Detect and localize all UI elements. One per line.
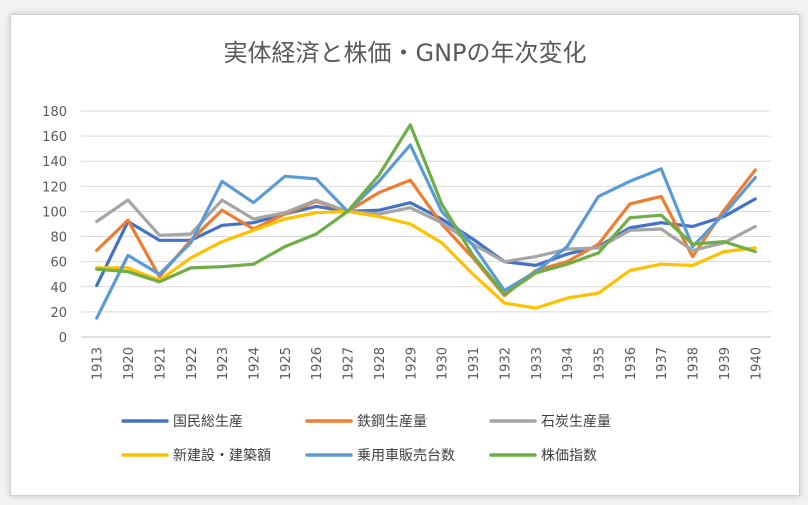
x-tick-label: 1933: [530, 347, 545, 380]
x-tick-label: 1927: [342, 347, 357, 380]
chart-frame: 実体経済と株価・GNPの年次変化 0 20 40 60 80 100 120 140 160 18…: [10, 14, 800, 496]
legend-label: 株価指数: [541, 448, 597, 464]
y-tick-label: 140: [42, 155, 67, 170]
line-chart: 実体経済と株価・GNPの年次変化 0 20 40 60 80 100 120 140 160 18…: [42, 39, 771, 464]
x-tick-label: 1937: [655, 347, 670, 380]
x-tick-label: 1928: [373, 347, 388, 380]
y-tick-label: 40: [50, 281, 67, 296]
chart-title: 実体経済と株価・GNPの年次変化: [223, 39, 586, 67]
y-tick-label: 160: [42, 130, 67, 145]
series-line-0: [95, 197, 757, 288]
x-tick-label: 1934: [561, 347, 576, 380]
legend-label: 新建設・建築額: [173, 448, 271, 464]
y-tick-label: 180: [42, 105, 67, 120]
x-tick-label: 1923: [216, 347, 231, 380]
legend-label: 国民総生産: [173, 414, 243, 430]
x-tick-label: 1936: [624, 347, 639, 380]
x-tick-label: 1929: [404, 347, 419, 380]
x-tick-label: 1924: [248, 347, 263, 380]
series-line-5: [95, 123, 757, 296]
x-tick-label: 1931: [467, 347, 482, 380]
y-tick-label: 20: [50, 306, 67, 321]
x-tick-label: 1925: [279, 347, 294, 380]
y-tick-label: 80: [50, 231, 67, 246]
series-line-1: [95, 168, 757, 298]
series-line-2: [95, 198, 757, 264]
x-tick-label: 1913: [91, 347, 106, 380]
y-axis-ticks: 0 20 40 60 80 100 120 140 160 180: [42, 105, 67, 346]
x-tick-label: 1932: [498, 347, 513, 380]
x-tick-label: 1921: [153, 347, 168, 380]
series-line-4: [95, 143, 757, 320]
legend-label: 鉄鋼生産量: [357, 414, 427, 430]
x-tick-label: 1922: [185, 347, 200, 380]
x-tick-label: 1920: [122, 347, 137, 380]
x-axis-ticks: 1913 1920 1921 1922 1923 1924 1925 1926 1927 1928…: [91, 347, 765, 380]
y-tick-label: 60: [50, 256, 67, 271]
x-tick-label: 1926: [310, 347, 325, 380]
series-line-3: [95, 209, 757, 310]
x-tick-label: 1939: [718, 347, 733, 380]
legend-label: 石炭生産量: [541, 414, 611, 430]
y-tick-label: 120: [42, 180, 67, 195]
legend-label: 乗用車販売台数: [357, 447, 455, 464]
x-tick-label: 1938: [687, 347, 702, 380]
x-tick-label: 1940: [749, 347, 764, 380]
y-tick-label: 100: [42, 205, 67, 220]
y-tick-label: 0: [59, 331, 67, 346]
series-lines: [95, 123, 757, 320]
x-tick-label: 1935: [593, 347, 608, 380]
x-tick-label: 1930: [436, 347, 451, 380]
